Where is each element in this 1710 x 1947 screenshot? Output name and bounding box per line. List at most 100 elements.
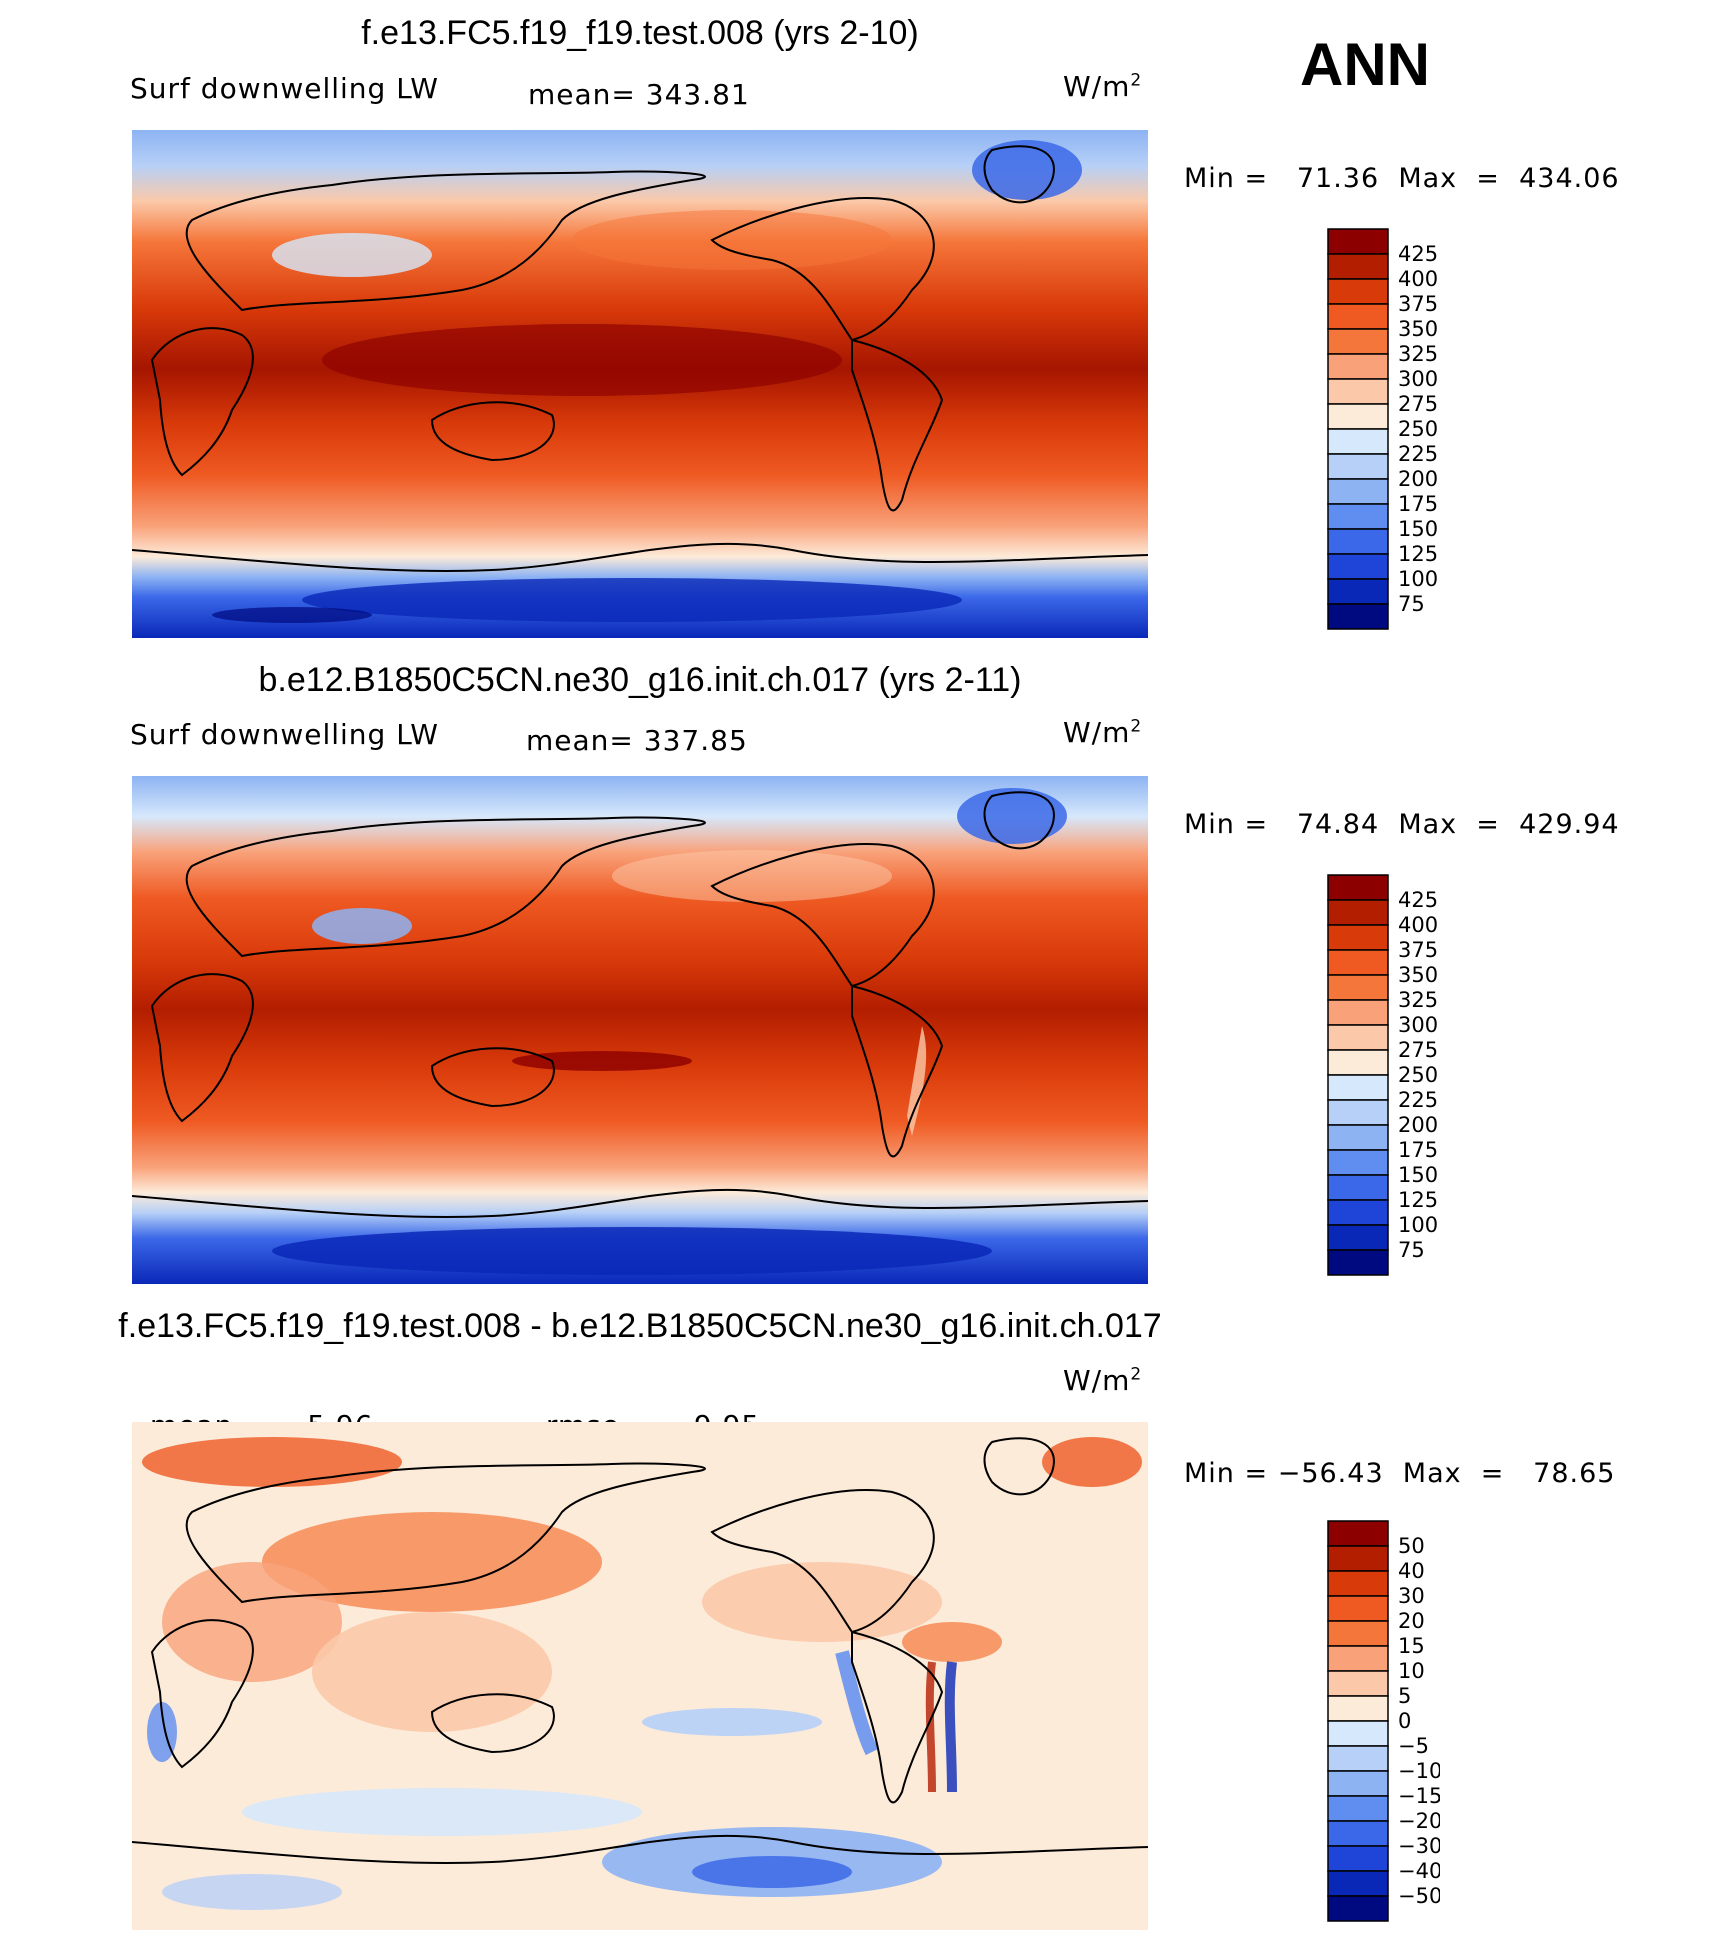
- colorbar-label: 325: [1398, 988, 1438, 1012]
- colorbar-label: 150: [1398, 1163, 1438, 1187]
- panel-1-units-exp: 2: [1130, 70, 1143, 91]
- colorbar-swatch: [1327, 1024, 1389, 1051]
- colorbar-label: 275: [1398, 392, 1438, 416]
- colorbar-swatch: [1327, 1895, 1389, 1922]
- panel-1-variable: Surf downwelling LW: [130, 72, 439, 105]
- colorbar-label: 100: [1398, 1213, 1438, 1237]
- panel-3-units-base: W/m: [1063, 1364, 1131, 1397]
- colorbar-swatch: [1327, 403, 1389, 430]
- colorbar-swatch: [1327, 924, 1389, 951]
- colorbar-label: 40: [1398, 1559, 1425, 1583]
- colorbar-swatch: [1327, 1224, 1389, 1251]
- colorbar-swatch: [1327, 528, 1389, 555]
- colorbar-swatch: [1327, 1174, 1389, 1201]
- colorbar-label: 350: [1398, 963, 1438, 987]
- colorbar-label: 125: [1398, 1188, 1438, 1212]
- colorbar-swatch: [1327, 1199, 1389, 1226]
- colorbar-swatch: [1327, 999, 1389, 1026]
- colorbar-label: 300: [1398, 1013, 1438, 1037]
- panel-1-mean-value: 343.81: [645, 78, 750, 111]
- colorbar-label: 125: [1398, 542, 1438, 566]
- panel-2-colorbar: 4254003753503253002752502252001751501251…: [1327, 874, 1438, 1276]
- colorbar-swatch: [1327, 453, 1389, 480]
- colorbar-swatch: [1327, 578, 1389, 605]
- colorbar-label: 325: [1398, 342, 1438, 366]
- colorbar-label: 10: [1398, 1659, 1425, 1683]
- colorbar-label: 100: [1398, 567, 1438, 591]
- panel-1-units-base: W/m: [1063, 70, 1131, 103]
- colorbar-label: 20: [1398, 1609, 1425, 1633]
- colorbar-label: 175: [1398, 492, 1438, 516]
- colorbar-label: −50: [1398, 1884, 1440, 1908]
- colorbar-swatch: [1327, 1124, 1389, 1151]
- colorbar-label: 400: [1398, 913, 1438, 937]
- colorbar-swatch: [1327, 1670, 1389, 1697]
- colorbar-swatch: [1327, 1099, 1389, 1126]
- colorbar-swatch: [1327, 278, 1389, 305]
- panel-1-map: [132, 130, 1148, 638]
- colorbar-label: −15: [1398, 1784, 1440, 1808]
- colorbar-label: 200: [1398, 467, 1438, 491]
- panel-1-colorbar: 4254003753503253002752502252001751501251…: [1327, 228, 1438, 630]
- colorbar-swatch: [1327, 1570, 1389, 1597]
- colorbar-swatch: [1327, 1695, 1389, 1722]
- colorbar-label: −10: [1398, 1759, 1440, 1783]
- colorbar-swatch: [1327, 1645, 1389, 1672]
- colorbar-label: 0: [1398, 1709, 1411, 1733]
- colorbar-label: 275: [1398, 1038, 1438, 1062]
- colorbar-label: 15: [1398, 1634, 1425, 1658]
- panel-2-variable: Surf downwelling LW: [130, 718, 439, 751]
- panel-2-title: b.e12.B1850C5CN.ne30_g16.init.ch.017 (yr…: [258, 661, 1022, 699]
- panel-1-mean-label: mean=: [528, 78, 636, 111]
- colorbar-swatch: [1327, 974, 1389, 1001]
- colorbar-swatch: [1327, 428, 1389, 455]
- season-label: ANN: [1300, 31, 1430, 98]
- panel-2-units-base: W/m: [1063, 716, 1131, 749]
- panel-2-units: W/m2: [1063, 716, 1142, 749]
- colorbar-label: 150: [1398, 517, 1438, 541]
- colorbar-swatch: [1327, 328, 1389, 355]
- panel-1-minmax: Min = 71.36 Max = 434.06: [1184, 163, 1620, 194]
- colorbar-label: 225: [1398, 442, 1438, 466]
- colorbar-swatch: [1327, 1770, 1389, 1797]
- panel-2-mean-value: 337.85: [643, 724, 748, 757]
- colorbar-swatch: [1327, 1870, 1389, 1897]
- colorbar-swatch: [1327, 1820, 1389, 1847]
- colorbar-label: 30: [1398, 1584, 1425, 1608]
- colorbar-swatch: [1327, 503, 1389, 530]
- colorbar-swatch: [1327, 303, 1389, 330]
- colorbar-swatch: [1327, 603, 1389, 630]
- colorbar-label: 250: [1398, 417, 1438, 441]
- panel-3-units: W/m2: [1063, 1364, 1142, 1397]
- colorbar-label: 75: [1398, 592, 1425, 616]
- colorbar-label: 425: [1398, 888, 1438, 912]
- colorbar-swatch: [1327, 228, 1389, 255]
- panel-2-minmax: Min = 74.84 Max = 429.94: [1184, 809, 1620, 840]
- colorbar-swatch: [1327, 1520, 1389, 1547]
- panel-2-mean: mean= 337.85: [526, 724, 748, 757]
- colorbar-swatch: [1327, 1595, 1389, 1622]
- colorbar-swatch: [1327, 1620, 1389, 1647]
- colorbar-label: 200: [1398, 1113, 1438, 1137]
- panel-1-title: f.e13.FC5.f19_f19.test.008 (yrs 2-10): [361, 14, 919, 52]
- colorbar-swatch: [1327, 253, 1389, 280]
- panel-2-mean-label: mean=: [526, 724, 634, 757]
- colorbar-label: 50: [1398, 1534, 1425, 1558]
- panel-2-map: [132, 776, 1148, 1284]
- colorbar-label: −5: [1398, 1734, 1429, 1758]
- colorbar-label: 75: [1398, 1238, 1425, 1262]
- colorbar-swatch: [1327, 1249, 1389, 1276]
- panel-3-map: [132, 1422, 1148, 1930]
- colorbar-swatch: [1327, 353, 1389, 380]
- colorbar-swatch: [1327, 478, 1389, 505]
- colorbar-label: −40: [1398, 1859, 1440, 1883]
- colorbar-swatch: [1327, 899, 1389, 926]
- colorbar-label: −30: [1398, 1834, 1440, 1858]
- panel-3-units-exp: 2: [1130, 1364, 1143, 1385]
- panel-3-title: f.e13.FC5.f19_f19.test.008 - b.e12.B1850…: [118, 1307, 1162, 1345]
- colorbar-swatch: [1327, 553, 1389, 580]
- colorbar-label: 350: [1398, 317, 1438, 341]
- colorbar-label: 400: [1398, 267, 1438, 291]
- colorbar-swatch: [1327, 1149, 1389, 1176]
